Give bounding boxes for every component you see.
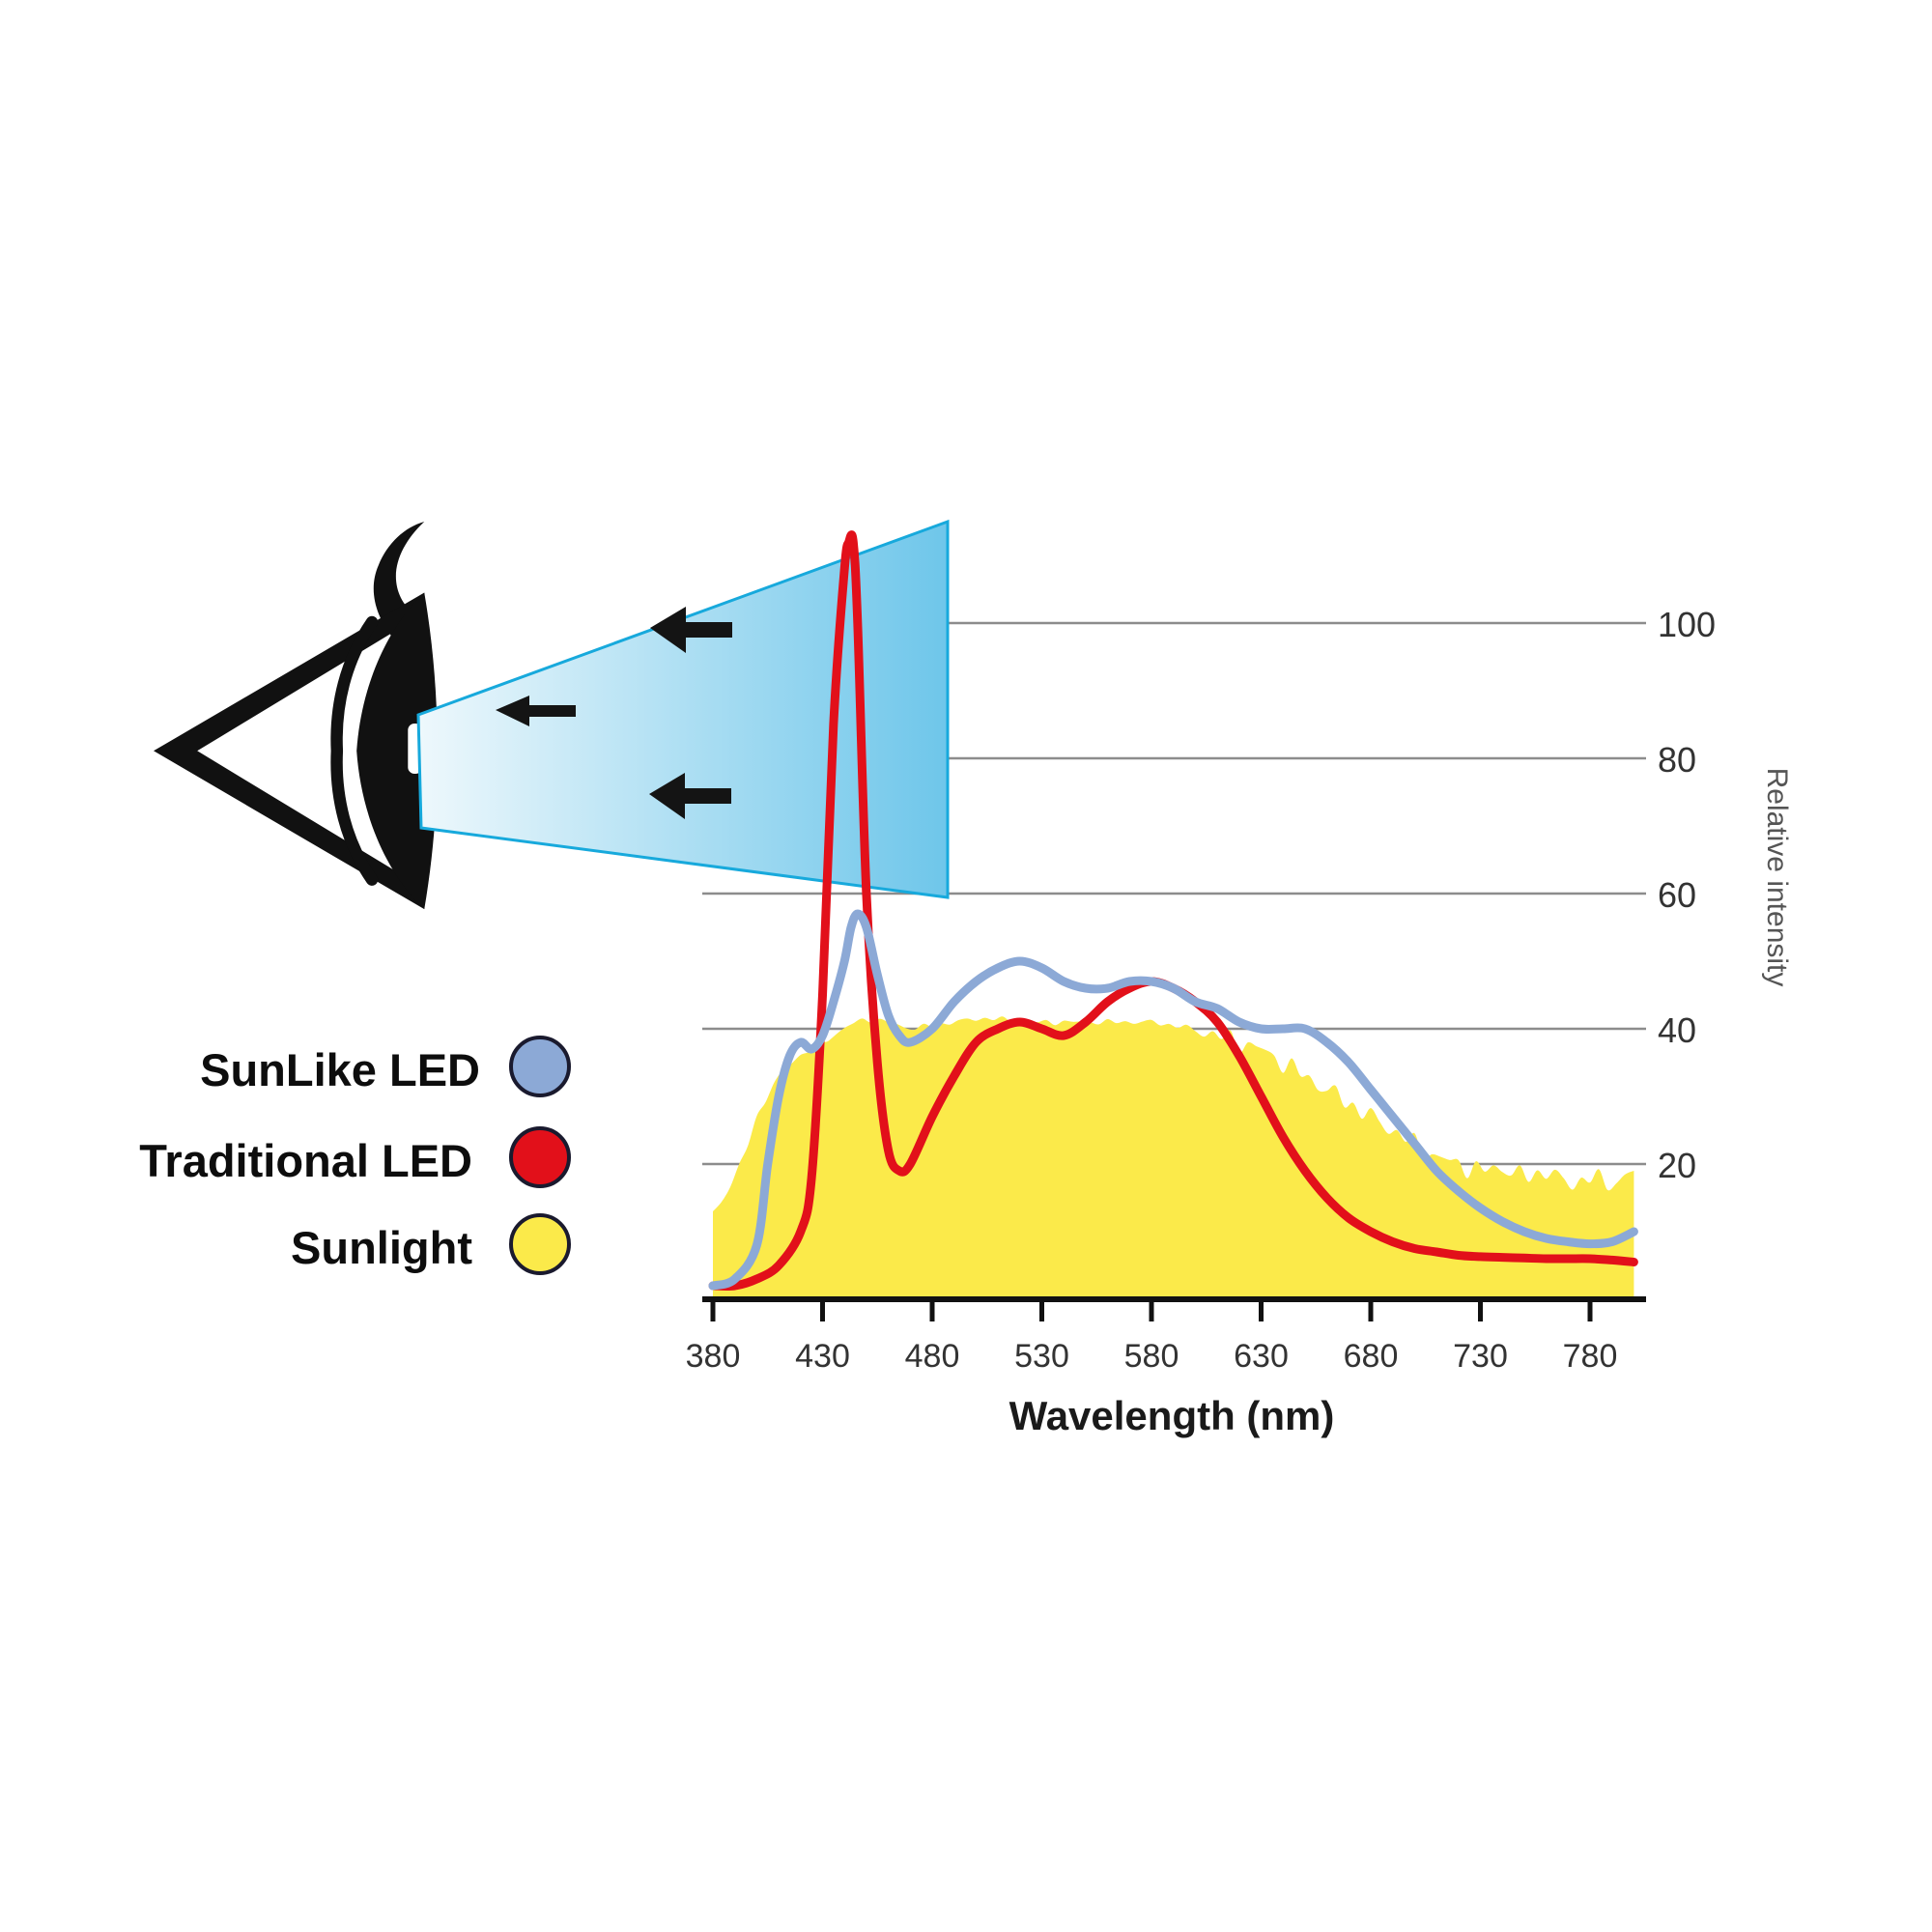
svg-text:680: 680 <box>1344 1338 1399 1375</box>
svg-text:SunLike LED: SunLike LED <box>200 1044 480 1095</box>
svg-text:530: 530 <box>1014 1338 1069 1375</box>
svg-text:380: 380 <box>686 1338 741 1375</box>
svg-text:40: 40 <box>1658 1010 1696 1050</box>
svg-text:100: 100 <box>1658 605 1716 644</box>
svg-text:630: 630 <box>1234 1338 1289 1375</box>
svg-text:Relative intensity: Relative intensity <box>1761 768 1793 987</box>
svg-text:80: 80 <box>1658 740 1696 780</box>
svg-text:780: 780 <box>1563 1338 1618 1375</box>
svg-text:430: 430 <box>795 1338 850 1375</box>
svg-text:Wavelength (nm): Wavelength (nm) <box>1009 1393 1335 1438</box>
svg-text:Traditional LED: Traditional LED <box>139 1135 472 1186</box>
svg-text:730: 730 <box>1453 1338 1508 1375</box>
svg-text:Sunlight: Sunlight <box>291 1222 472 1273</box>
svg-text:580: 580 <box>1124 1338 1179 1375</box>
svg-text:20: 20 <box>1658 1146 1696 1185</box>
svg-text:60: 60 <box>1658 875 1696 915</box>
svg-text:480: 480 <box>905 1338 960 1375</box>
